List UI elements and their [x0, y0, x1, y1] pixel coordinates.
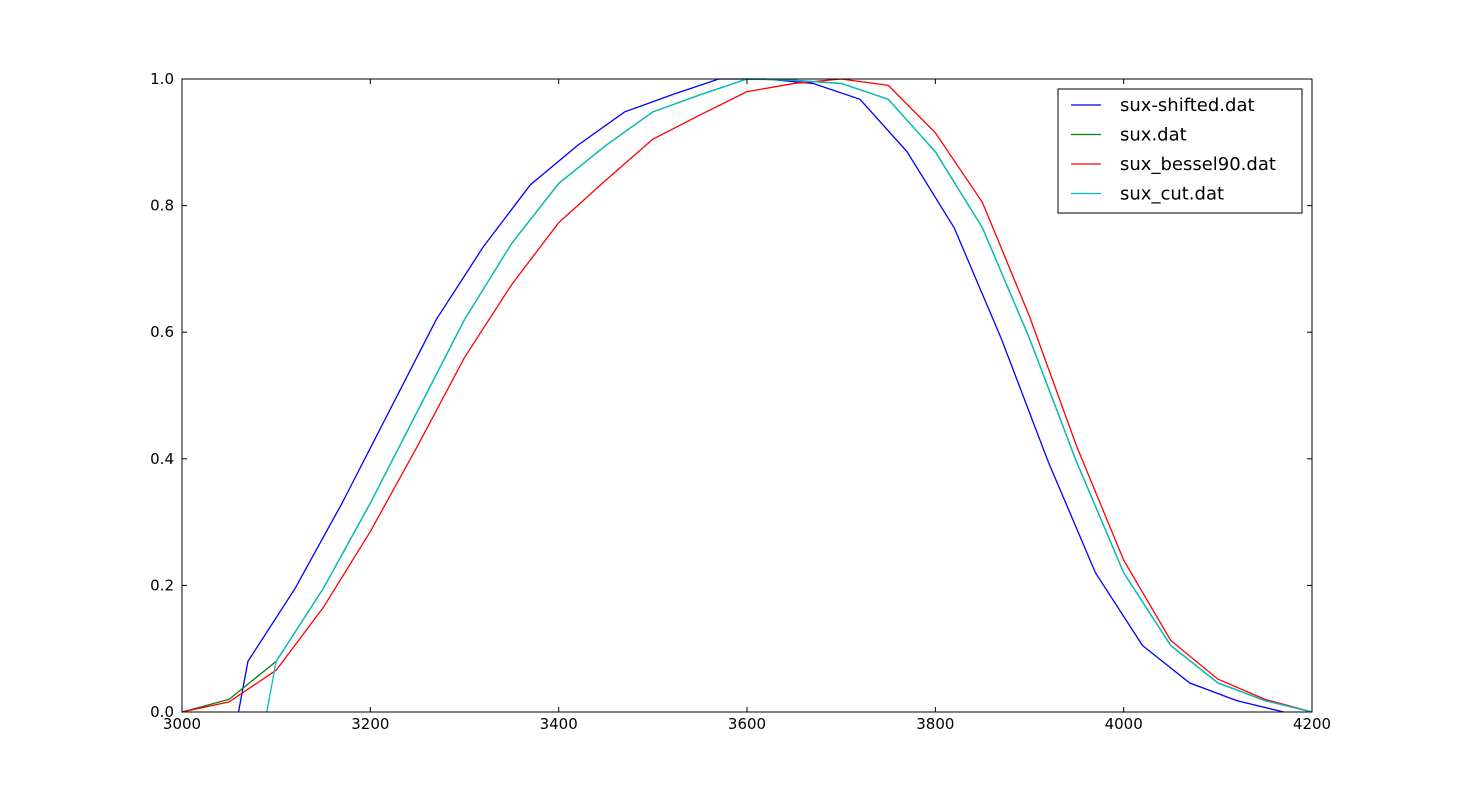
- y-tick-label: 0.2: [150, 576, 174, 594]
- x-tick-label: 4000: [1105, 715, 1143, 733]
- y-tick-label: 1.0: [150, 70, 174, 88]
- y-tick-label: 0.8: [150, 197, 174, 215]
- legend-label: sux_bessel90.dat: [1120, 154, 1276, 175]
- x-tick-label: 4200: [1293, 715, 1331, 733]
- series-2: [181, 78, 1313, 713]
- legend-item: sux_bessel90.dat: [1071, 154, 1276, 175]
- legend-item: sux_cut.dat: [1071, 184, 1224, 205]
- series-3: [266, 78, 1313, 713]
- legend-box: [1057, 88, 1303, 214]
- y-tick-label: 0.0: [150, 703, 174, 721]
- x-tick-label: 3600: [728, 715, 766, 733]
- legend-item: sux.dat: [1071, 125, 1187, 146]
- series-line-3: [266, 78, 1313, 713]
- tick-layer: 3000 3200 3400 3600 3800 4000 4200 0.0 0.2 0.4 0.6…: [150, 70, 1331, 733]
- legend: sux-shifted.dat sux.dat sux_bessel90.datsu…: [1057, 88, 1303, 214]
- legend-label: sux.dat: [1120, 125, 1187, 146]
- y-tick-label: 0.4: [150, 450, 174, 468]
- legend-label: sux_cut.dat: [1120, 184, 1224, 205]
- x-tick-label: 3200: [351, 715, 389, 733]
- x-tick-label: 3000: [163, 715, 201, 733]
- x-tick-label: 3400: [540, 715, 578, 733]
- x-tick-label: 3800: [916, 715, 954, 733]
- legend-item: sux-shifted.dat: [1071, 95, 1255, 116]
- legend-label: sux-shifted.dat: [1120, 95, 1255, 116]
- plot-frame: [181, 78, 1313, 713]
- y-tick-label: 0.6: [150, 323, 174, 341]
